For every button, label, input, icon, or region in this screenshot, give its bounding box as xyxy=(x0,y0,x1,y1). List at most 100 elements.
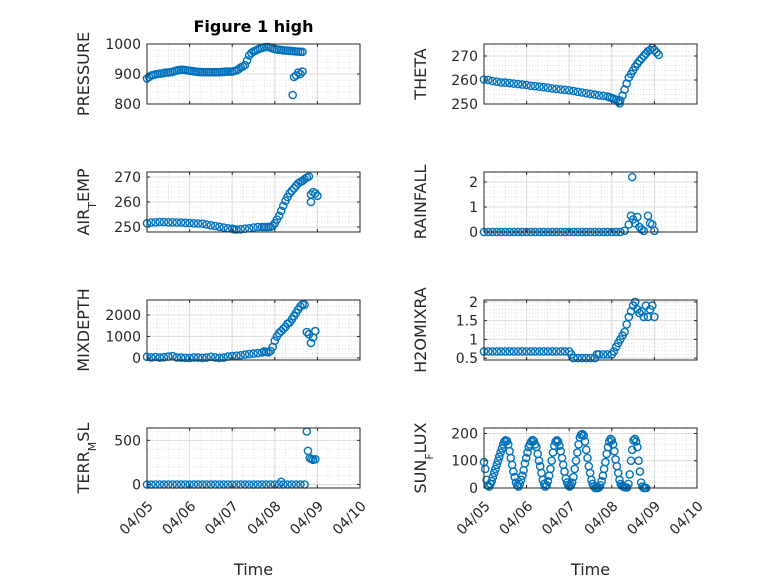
x-tick-label: 04/08 xyxy=(582,498,622,538)
data-point xyxy=(236,224,245,234)
data-point xyxy=(597,476,606,486)
y-axis-label: PRESSURE xyxy=(74,32,93,116)
data-point xyxy=(635,56,644,66)
data-point xyxy=(176,353,186,362)
data-point xyxy=(155,217,165,227)
data-point xyxy=(505,347,514,356)
data-point xyxy=(509,347,519,356)
data-point xyxy=(306,197,316,207)
y-tick-label: 900 xyxy=(114,67,141,83)
data-point xyxy=(526,347,536,356)
data-point xyxy=(586,89,595,99)
x-tick-label: 04/10 xyxy=(330,498,370,538)
data-point xyxy=(577,353,587,363)
data-point xyxy=(594,350,604,359)
data-point xyxy=(488,472,498,482)
data-point xyxy=(247,48,256,58)
data-point xyxy=(569,86,578,96)
data-point xyxy=(579,431,589,440)
data-point xyxy=(526,81,536,91)
data-point xyxy=(193,219,203,228)
data-point xyxy=(189,353,199,362)
subplot-2: 250 260 270 THETA xyxy=(411,43,698,113)
data-point xyxy=(609,347,619,356)
data-point xyxy=(180,218,190,228)
x-axis-label: Time xyxy=(570,560,610,579)
data-point xyxy=(523,448,532,457)
data-point xyxy=(521,453,531,463)
data-point xyxy=(276,326,286,336)
data-point xyxy=(210,353,220,362)
y-tick-label: 0 xyxy=(469,481,478,497)
data-point xyxy=(489,468,499,478)
data-point xyxy=(155,353,165,362)
data-point xyxy=(530,347,540,356)
data-point xyxy=(219,353,228,362)
data-point xyxy=(240,350,250,359)
data-point xyxy=(543,476,553,486)
y-tick-label: 260 xyxy=(114,195,141,211)
data-point xyxy=(493,456,503,466)
y-tick-label: 500 xyxy=(114,433,141,449)
axes-box xyxy=(146,299,361,361)
x-tick-label: 04/06 xyxy=(497,498,537,538)
data-point xyxy=(172,353,182,362)
chart-title: Figure 1 high xyxy=(194,17,314,36)
x-tick-label: 04/07 xyxy=(539,498,579,538)
data-point xyxy=(580,437,590,446)
data-point xyxy=(304,172,314,181)
x-tick-label: 04/10 xyxy=(667,498,707,538)
data-point xyxy=(298,47,307,57)
data-point xyxy=(571,456,581,466)
data-point xyxy=(518,471,527,481)
data-point xyxy=(276,206,286,216)
x-tick-label: 04/06 xyxy=(160,498,200,538)
data-point xyxy=(180,353,190,363)
data-point xyxy=(278,324,288,334)
data-point xyxy=(543,83,553,92)
data-point xyxy=(522,80,531,90)
data-point xyxy=(650,226,659,236)
data-point xyxy=(238,62,248,71)
axes-box xyxy=(483,299,698,361)
data-point xyxy=(242,56,252,65)
data-point xyxy=(488,76,497,86)
data-point xyxy=(650,312,659,322)
data-point xyxy=(564,86,574,95)
data-point xyxy=(146,218,156,227)
data-point xyxy=(480,464,490,474)
data-point xyxy=(296,302,305,311)
data-point xyxy=(596,480,605,490)
data-point xyxy=(633,212,642,222)
y-tick-label: 0 xyxy=(132,351,141,367)
y-tick-label: 200 xyxy=(451,426,478,442)
y-tick-label: 800 xyxy=(114,97,141,113)
data-point xyxy=(530,81,540,91)
data-point xyxy=(219,223,228,232)
data-point xyxy=(236,350,245,360)
data-point xyxy=(590,90,600,99)
data-point xyxy=(492,77,502,86)
y-tick-label: 0.5 xyxy=(456,351,478,367)
axes-box xyxy=(483,171,698,233)
y-tick-label: 2 xyxy=(469,175,478,191)
data-point xyxy=(244,349,254,359)
data-point xyxy=(249,223,258,232)
data-point xyxy=(552,84,561,94)
data-point xyxy=(639,312,649,322)
data-point xyxy=(637,54,646,63)
data-point xyxy=(253,222,263,232)
data-point xyxy=(620,327,629,337)
data-point xyxy=(198,353,207,363)
y-axis-label: SUNFLUX xyxy=(411,422,436,493)
y-tick-label: 1.5 xyxy=(456,314,478,330)
data-point xyxy=(567,478,577,487)
y-axis-label: AIRTEMP xyxy=(74,168,99,235)
data-point xyxy=(300,300,309,310)
data-point xyxy=(215,353,224,363)
data-point xyxy=(232,351,241,361)
subplot-8: 0 100 200 SUNFLUX 04/05 04/06 04/07 04/08 04/09 0… xyxy=(411,422,707,579)
data-point xyxy=(270,336,280,346)
data-point xyxy=(573,448,582,457)
